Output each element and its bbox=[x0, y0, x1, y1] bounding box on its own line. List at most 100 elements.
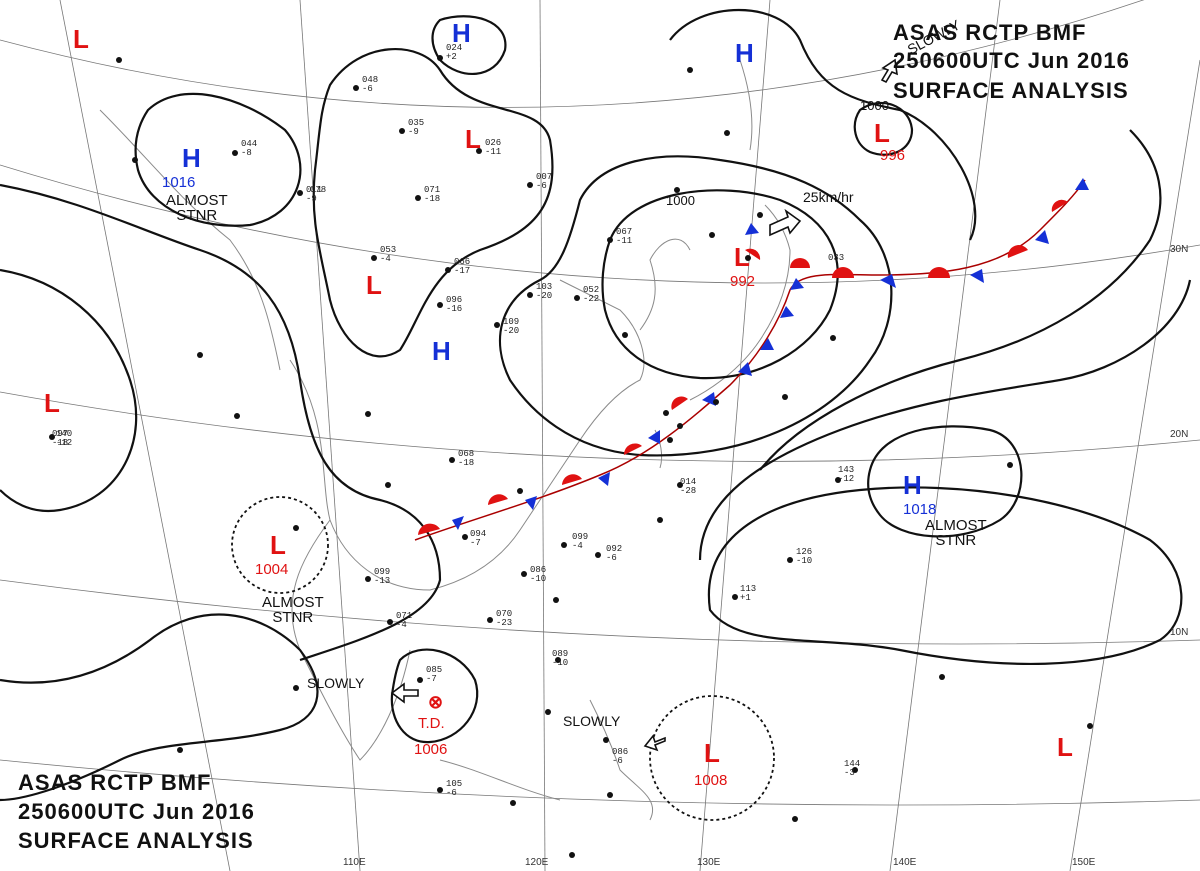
motion-label-japan: 25km/hr bbox=[803, 189, 854, 205]
isobar-central bbox=[0, 183, 442, 662]
motion-label-philippines: SLOWLY bbox=[563, 713, 621, 729]
low-misc-3: L bbox=[366, 270, 382, 300]
station-plot: 067 -11 bbox=[616, 227, 633, 246]
isobar-west-band bbox=[0, 268, 138, 513]
lat-label-10n: 10N bbox=[1170, 627, 1189, 638]
lat-line-10n bbox=[0, 579, 1200, 645]
high-north-letter: H bbox=[452, 18, 471, 48]
td-pressure: 1006 bbox=[414, 741, 448, 758]
station-plot: 011 -9 bbox=[306, 185, 323, 204]
isobar-east-band bbox=[759, 129, 1162, 471]
title-bottom-line-3: SURFACE ANALYSIS bbox=[18, 828, 254, 853]
arrow-philippines bbox=[643, 734, 666, 752]
station-plot: 089 -10 bbox=[552, 649, 569, 668]
station-plot: 066 -17 bbox=[454, 257, 471, 276]
isobar-label-1000-b: 1000 bbox=[860, 98, 889, 113]
front-cold-symbols bbox=[452, 178, 1089, 530]
station-plot: 035 -9 bbox=[408, 118, 425, 137]
lon-line-150e bbox=[1069, 59, 1200, 871]
coast-india bbox=[99, 109, 281, 371]
low-indochina-note: ALMOST STNR bbox=[262, 594, 324, 626]
station-plot: 007 -6 bbox=[536, 172, 553, 191]
station-plot: 071 -4 bbox=[396, 611, 413, 630]
station-plot: 085 -7 bbox=[426, 665, 443, 684]
title-bottom-line-2: 250600UTC Jun 2016 bbox=[18, 799, 255, 824]
station-plot: 033 bbox=[828, 253, 845, 263]
coast-indochina bbox=[291, 519, 411, 761]
dashed-isobars bbox=[231, 496, 775, 821]
lon-label-120e: 120E bbox=[525, 857, 549, 868]
td-label: T.D. bbox=[418, 715, 445, 732]
high-tibet-letter: H bbox=[735, 38, 754, 68]
title-top-line-1: ASAS RCTP BMF bbox=[893, 20, 1087, 45]
title-top-line-2: 250600UTC Jun 2016 bbox=[893, 48, 1130, 73]
arrow-kamchatka bbox=[880, 58, 898, 84]
station-plot: 097 -18 bbox=[52, 429, 69, 448]
low-misc-2: L bbox=[465, 124, 481, 154]
station-plot: 086 -10 bbox=[530, 565, 547, 584]
station-plot: 026 -11 bbox=[485, 138, 502, 157]
lon-label-110e: 110E bbox=[343, 857, 366, 868]
isobar-east-large bbox=[707, 486, 1183, 666]
dashed-low-philippines bbox=[649, 695, 775, 821]
station-plot: 096 -16 bbox=[446, 295, 463, 314]
station-plot: 024 +2 bbox=[446, 43, 463, 62]
coastlines bbox=[99, 59, 791, 821]
coast-borneo bbox=[439, 759, 561, 801]
station-plot: 144 -3 bbox=[844, 759, 861, 778]
station-plot: 109 -20 bbox=[503, 317, 520, 336]
isobar-high-east bbox=[867, 425, 1023, 538]
station-plot: 052 -22 bbox=[583, 285, 600, 304]
lon-label-130e: 130E bbox=[697, 857, 721, 868]
lon-line-130e bbox=[699, 0, 771, 871]
title-top-line-3: SURFACE ANALYSIS bbox=[893, 78, 1129, 103]
low-philippines-letter: L bbox=[704, 738, 720, 768]
isobar-outer-north bbox=[669, 8, 977, 241]
isobar-td bbox=[390, 648, 479, 744]
station-plot: 092 -6 bbox=[606, 544, 623, 563]
coast-korea bbox=[639, 238, 691, 331]
high-east-note: ALMOST STNR bbox=[925, 517, 987, 549]
lat-line-20n bbox=[0, 391, 1200, 462]
low-philippines-pressure: 1008 bbox=[694, 772, 728, 789]
coast-philippines bbox=[589, 699, 654, 821]
high-east-pressure: 1018 bbox=[903, 501, 937, 518]
lon-label-140e: 140E bbox=[893, 857, 917, 868]
low-japan-pressure: 992 bbox=[730, 273, 756, 290]
station-plot: 070 -23 bbox=[496, 609, 513, 628]
isobar-north-high bbox=[431, 15, 507, 75]
motion-label-td: SLOWLY bbox=[307, 675, 365, 691]
isobar-south-west bbox=[0, 613, 319, 802]
coast-china bbox=[289, 279, 645, 591]
station-plot: 099 -13 bbox=[374, 567, 391, 586]
low-misc-5: L bbox=[1057, 732, 1073, 762]
high-west-pressure: 1016 bbox=[162, 174, 196, 191]
station-plot: 014 -28 bbox=[680, 477, 697, 496]
station-plot: 086 -6 bbox=[612, 747, 629, 766]
stationary-front bbox=[414, 178, 1089, 541]
motion-arrows bbox=[390, 58, 898, 752]
low-kamchatka-pressure: 996 bbox=[880, 147, 906, 164]
station-plot: 143 -12 bbox=[838, 465, 855, 484]
low-indochina-letter: L bbox=[270, 530, 286, 560]
station-dots bbox=[49, 55, 1093, 858]
arrow-td bbox=[390, 682, 419, 704]
lon-line-140e bbox=[889, 0, 1001, 871]
isobar-label-1000-a: 1000 bbox=[666, 193, 695, 208]
isobars bbox=[0, 8, 1192, 802]
station-plot: 113 +1 bbox=[740, 584, 757, 603]
lat-label-20n: 20N bbox=[1170, 429, 1189, 440]
station-plot: 140 -12 bbox=[56, 429, 73, 448]
station-plot: 126 -10 bbox=[796, 547, 813, 566]
isobar-east-band-2 bbox=[698, 279, 1192, 561]
high-west-letter: H bbox=[182, 143, 201, 173]
lat-line-0 bbox=[0, 759, 1200, 806]
isobar-high-west bbox=[134, 92, 302, 227]
station-plot: 068 -18 bbox=[458, 449, 475, 468]
isobar-japan-mid bbox=[601, 189, 839, 380]
station-plot: 094 -7 bbox=[470, 529, 487, 548]
title-bottom-line-1: ASAS RCTP BMF bbox=[18, 770, 212, 795]
low-misc-1: L bbox=[73, 24, 89, 54]
